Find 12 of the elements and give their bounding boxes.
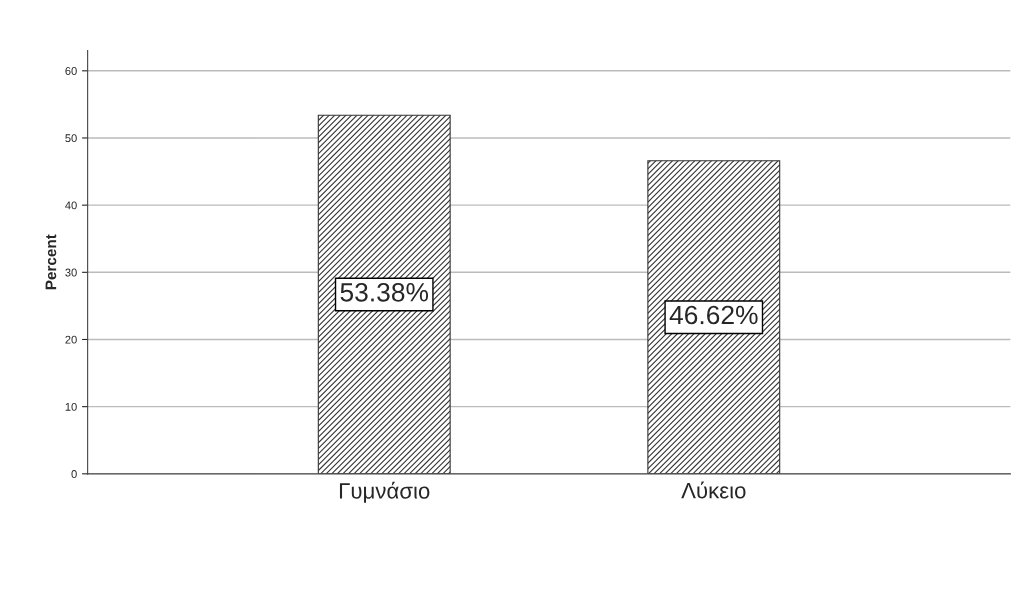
y-tick-label: 10 (65, 402, 77, 411)
y-tick-label: 50 (65, 134, 77, 143)
y-tick-label: 40 (65, 201, 77, 210)
data-label: 46.62% (669, 305, 758, 325)
y-tick-label: 60 (65, 67, 77, 75)
x-tick-label: Λύκειο (681, 481, 746, 499)
y-axis-title: Percent (45, 234, 57, 290)
y-tick-label: 30 (65, 268, 77, 277)
x-tick-label: Γυμνάσιο (339, 481, 430, 503)
data-label: 53.38% (340, 282, 429, 302)
y-tick-label: 20 (65, 335, 77, 344)
y-tick-label: 0 (71, 470, 77, 478)
